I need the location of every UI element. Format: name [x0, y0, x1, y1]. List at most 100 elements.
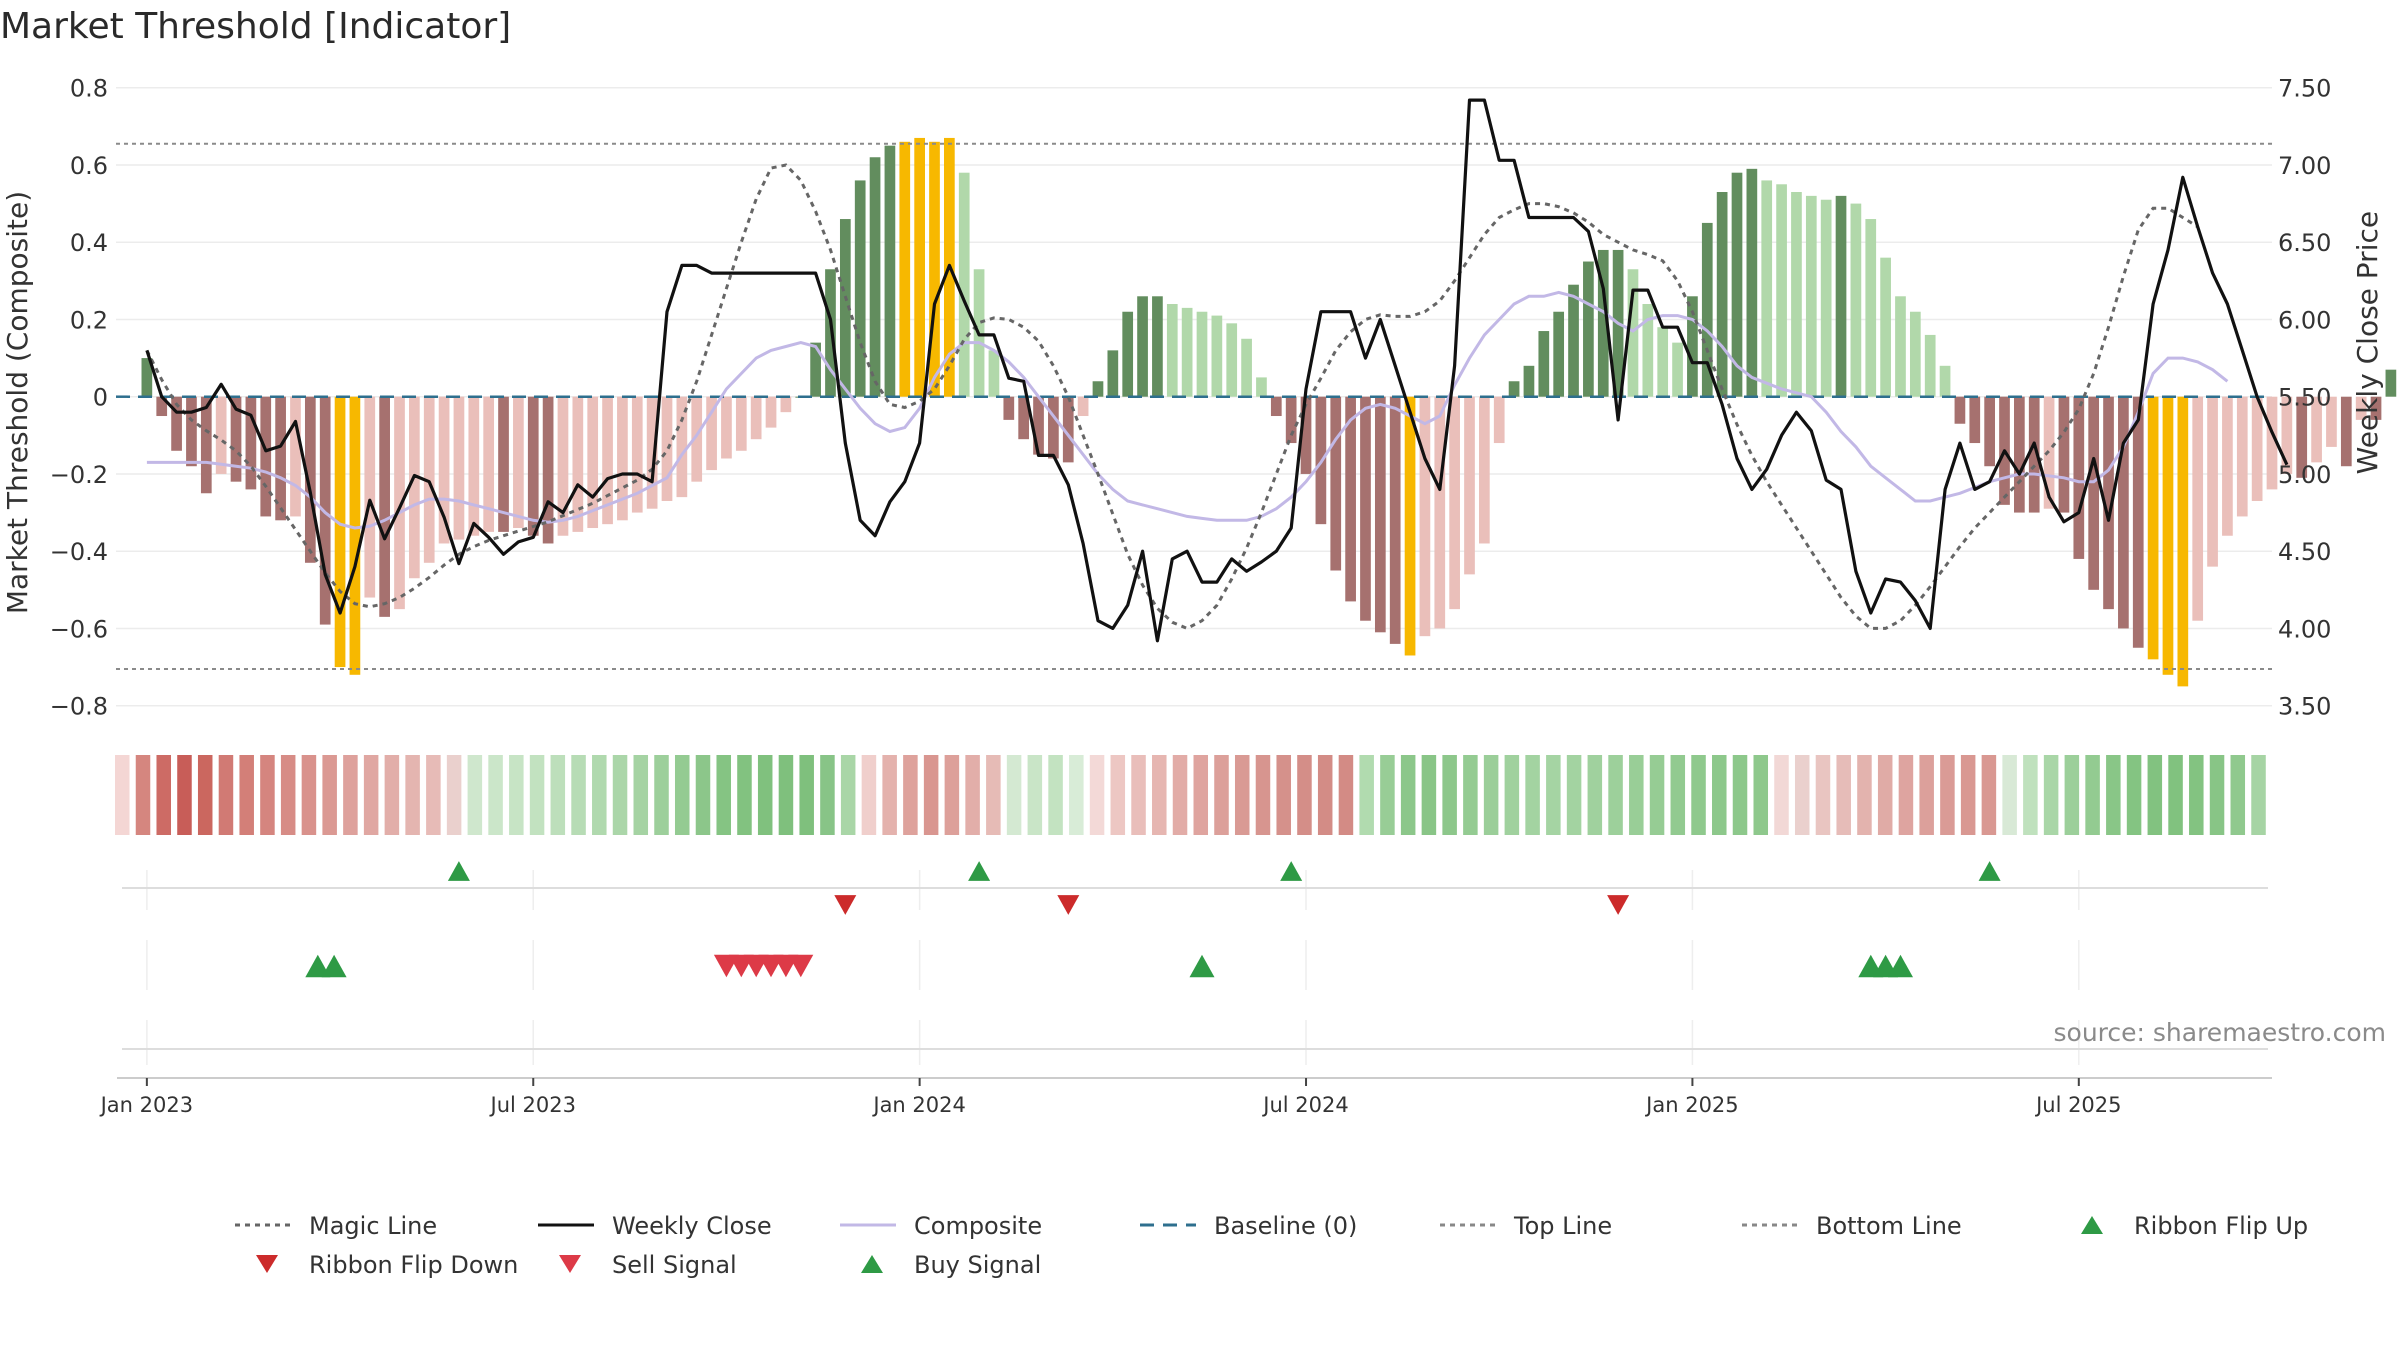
- composite-bar: [275, 396, 286, 521]
- y-tick-label-right: 5.00: [2278, 461, 2331, 489]
- legend-item: Ribbon Flip Up: [2081, 1212, 2308, 1240]
- composite-bar: [1404, 396, 1416, 656]
- legend-label: Ribbon Flip Down: [309, 1251, 518, 1279]
- composite-bar: [513, 396, 524, 529]
- composite-bar: [1924, 334, 1936, 397]
- composite-bar: [453, 396, 465, 540]
- trend-ribbon: [115, 755, 2266, 835]
- ribbon-cell: [1649, 755, 1665, 835]
- y-tick-label-right: 6.50: [2278, 229, 2331, 257]
- composite-bar: [1345, 396, 1356, 602]
- composite-bar: [1330, 396, 1342, 571]
- ribbon-cell: [1504, 755, 1520, 835]
- composite-bar: [958, 172, 970, 397]
- y-tick-label-left: −0.6: [50, 615, 108, 643]
- composite-bar: [988, 350, 1000, 397]
- composite-bar: [498, 396, 509, 532]
- composite-bar: [1211, 315, 1223, 397]
- ribbon-cell: [1214, 755, 1229, 835]
- composite-bar: [929, 141, 940, 397]
- ribbon-cell: [2168, 755, 2183, 835]
- ribbon-cell: [1877, 755, 1893, 835]
- y-tick-label-left: 0.6: [70, 152, 108, 180]
- ribbon-cell: [882, 755, 897, 835]
- composite-bar: [1538, 331, 1550, 397]
- weekly-close-line: [145, 98, 2289, 643]
- composite-bar: [2058, 396, 2070, 513]
- ribbon-cell: [1898, 755, 1914, 835]
- legend-item: Top Line: [1440, 1212, 1612, 1240]
- ribbon-cell: [260, 755, 275, 835]
- composite-bar: [1449, 396, 1460, 610]
- composite-bar: [617, 396, 628, 521]
- composite-bar: [721, 396, 732, 459]
- composite-bar: [1152, 296, 1163, 397]
- legend-item: Weekly Close: [538, 1212, 772, 1240]
- ribbon-cell: [550, 755, 566, 835]
- composite-bar: [1850, 203, 1862, 397]
- legend-label: Ribbon Flip Up: [2134, 1212, 2308, 1240]
- composite-bar: [409, 396, 420, 579]
- composite-bar: [2014, 396, 2025, 513]
- composite-bar: [1954, 396, 1966, 424]
- legend-label: Composite: [914, 1212, 1042, 1240]
- y-tick-label-left: 0.8: [70, 75, 108, 103]
- composite-bar: [1895, 296, 1906, 397]
- ribbon-cell: [1297, 755, 1312, 835]
- composite-bar: [2296, 396, 2308, 478]
- sell-signal-marker: [788, 954, 814, 978]
- composite-bar: [2073, 396, 2085, 559]
- y-tick-label-right: 3.50: [2278, 693, 2331, 721]
- composite-bar: [1360, 396, 1371, 621]
- ribbon-cell: [2230, 755, 2246, 835]
- composite-bar: [1627, 269, 1639, 397]
- ribbon-cell: [1836, 755, 1851, 835]
- composite-bar: [2370, 396, 2382, 420]
- x-tick-label: Jan 2023: [99, 1093, 194, 1117]
- composite-bar: [780, 396, 792, 413]
- composite-bar: [572, 396, 584, 532]
- ribbon-flip-down-marker: [834, 895, 857, 915]
- ribbon-cell: [1400, 755, 1416, 835]
- ribbon-cell: [944, 755, 960, 835]
- composite-bar: [245, 396, 257, 490]
- ribbon-cell: [1359, 755, 1374, 835]
- ribbon-cell: [2106, 755, 2121, 835]
- ribbon-cell: [1193, 755, 1209, 835]
- ribbon-cell: [1857, 755, 1872, 835]
- y-tick-label-right: 4.50: [2278, 538, 2331, 566]
- composite-bar: [2311, 396, 2322, 463]
- composite-bar: [2266, 396, 2278, 490]
- ribbon-cell: [2064, 755, 2080, 835]
- ribbon-cell: [1960, 755, 1976, 835]
- ribbon-cell: [1172, 755, 1188, 835]
- composite-bar: [2028, 396, 2040, 513]
- ribbon-cell: [1753, 755, 1769, 835]
- composite-bar: [1389, 396, 1401, 644]
- ribbon-cell: [1234, 755, 1250, 835]
- y-tick-label-left: −0.2: [50, 461, 108, 489]
- composite-bar: [1374, 396, 1386, 633]
- composite-bar: [1166, 304, 1178, 397]
- ribbon-cell: [384, 755, 400, 835]
- composite-bar: [527, 396, 539, 536]
- y-tick-label-right: 5.50: [2278, 384, 2331, 412]
- composite-bar: [854, 180, 866, 397]
- composite-bar: [750, 396, 762, 440]
- composite-bar: [2177, 396, 2189, 687]
- composite-bar: [1479, 396, 1490, 544]
- ribbon-cell: [1152, 755, 1167, 835]
- ribbon-flip-down-marker: [1607, 895, 1630, 915]
- ribbon-flip-up-marker: [1280, 861, 1303, 881]
- magic-line: [145, 163, 2199, 631]
- composite-bar: [1508, 381, 1520, 397]
- y-tick-label-right: 4.00: [2278, 615, 2331, 643]
- composite-bar: [2355, 396, 2367, 420]
- ribbon-cell: [778, 755, 794, 835]
- composite-bar: [1434, 396, 1446, 629]
- composite-bar: [2340, 396, 2352, 467]
- composite-bar: [2207, 396, 2218, 567]
- composite-bar: [1107, 350, 1119, 397]
- composite-bar: [423, 396, 435, 563]
- ribbon-cell: [695, 755, 711, 835]
